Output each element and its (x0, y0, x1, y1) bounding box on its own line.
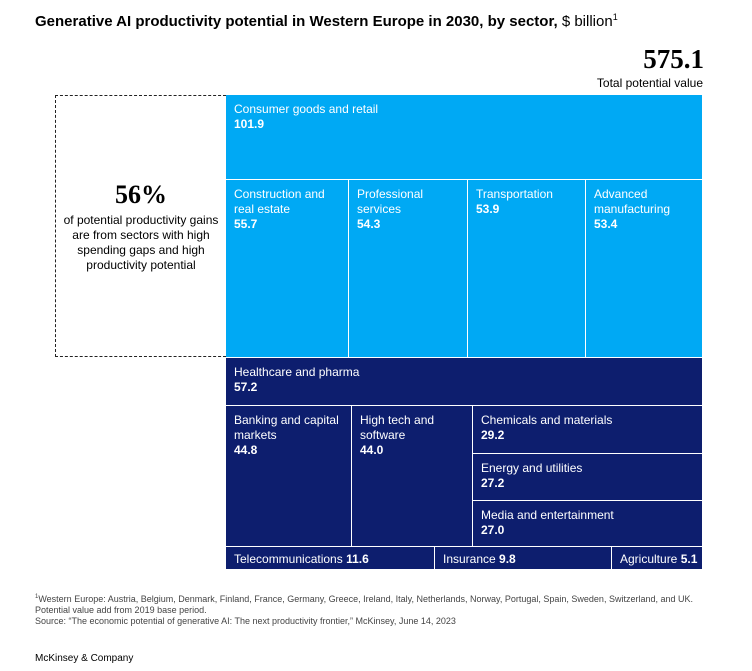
tile-value: 27.0 (481, 523, 505, 537)
tile-agriculture: Agriculture 5.1 (612, 547, 703, 570)
tile-chemicals: Chemicals and materials 29.2 (473, 406, 703, 454)
tile-label: Construction and real estate (234, 187, 325, 216)
footnote: 1Western Europe: Austria, Belgium, Denma… (35, 592, 725, 627)
tile-value: 44.8 (234, 443, 258, 457)
tile-insurance: Insurance 9.8 (435, 547, 612, 570)
callout-description: of potential productivity gains are from… (63, 213, 219, 272)
tile-energy: Energy and utilities 27.2 (473, 454, 703, 501)
total-value: 575.1 (643, 44, 704, 74)
tile-label: Energy and utilities (481, 461, 583, 475)
tile-label: Banking and capital markets (234, 413, 339, 442)
tile-label: Media and entertainment (481, 508, 614, 522)
tile-label: Telecommunications (234, 552, 343, 566)
tile-advanced-manufacturing: Advanced manufacturing 53.4 (586, 180, 703, 358)
tile-label: Professional services (357, 187, 424, 216)
tile-label: Healthcare and pharma (234, 365, 360, 379)
tile-value: 53.9 (476, 202, 500, 216)
tile-construction: Construction and real estate 55.7 (226, 180, 349, 358)
brand-name: McKinsey & Company (35, 653, 134, 664)
tile-value: 9.8 (499, 552, 516, 566)
footnote-definition: 1Western Europe: Austria, Belgium, Denma… (35, 594, 693, 615)
tile-label: Agriculture (620, 552, 678, 566)
tile-value: 101.9 (234, 117, 265, 131)
tile-label: Insurance (443, 552, 496, 566)
tile-consumer-goods: Consumer goods and retail 101.9 (226, 95, 703, 180)
callout-percent: 56% (115, 180, 167, 209)
tile-value: 11.6 (346, 552, 369, 566)
tile-professional-services: Professional services 54.3 (349, 180, 468, 358)
tile-value: 57.2 (234, 380, 258, 394)
tile-value: 54.3 (357, 217, 381, 231)
tile-value: 55.7 (234, 217, 258, 231)
tile-value: 29.2 (481, 428, 505, 442)
callout-box: 56% of potential productivity gains are … (55, 95, 226, 357)
tile-label: High tech and software (360, 413, 435, 442)
chart-title: Generative AI productivity potential in … (35, 12, 618, 30)
tile-label: Chemicals and materials (481, 413, 613, 427)
tile-value: 44.0 (360, 443, 384, 457)
tile-transportation: Transportation 53.9 (468, 180, 586, 358)
tile-label: Consumer goods and retail (234, 102, 379, 116)
tile-value: 5.1 (680, 552, 698, 566)
footnote-source: Source: “The economic potential of gener… (35, 616, 456, 626)
tile-telecommunications: Telecommunications 11.6 (226, 547, 435, 570)
tile-label: Advanced manufacturing (594, 187, 671, 216)
tile-value: 27.2 (481, 476, 505, 490)
tile-media: Media and entertainment 27.0 (473, 501, 703, 547)
tile-banking: Banking and capital markets 44.8 (226, 406, 352, 547)
tile-high-tech: High tech and software 44.0 (352, 406, 473, 547)
total-label: Total potential value (596, 76, 703, 90)
tile-healthcare: Healthcare and pharma 57.2 (226, 358, 703, 406)
tile-label: Transportation (476, 187, 553, 201)
tile-value: 53.4 (594, 217, 618, 231)
